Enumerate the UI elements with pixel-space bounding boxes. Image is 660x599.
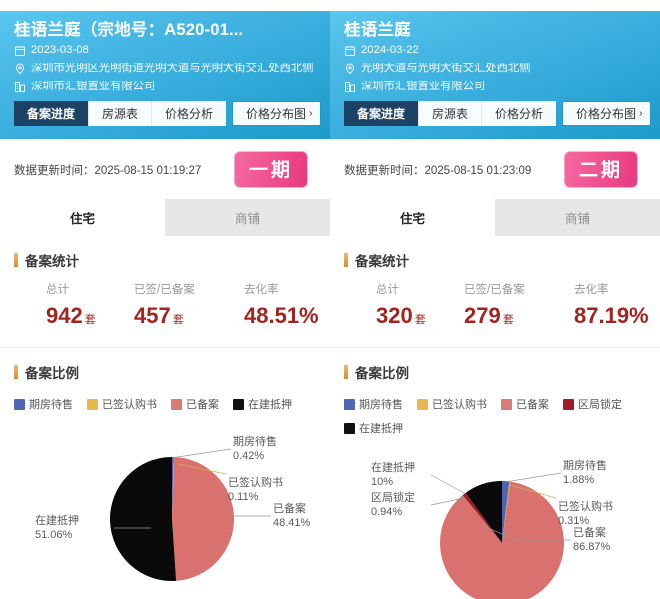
svg-text:1.88%: 1.88% [563, 474, 594, 486]
svg-text:0.31%: 0.31% [558, 515, 589, 527]
svg-text:期房待售: 期房待售 [563, 458, 607, 472]
svg-text:0.94%: 0.94% [371, 506, 402, 518]
svg-text:在建抵押: 在建抵押 [35, 513, 79, 527]
svg-text:0.42%: 0.42% [233, 450, 264, 462]
svg-text:86.87%: 86.87% [573, 541, 611, 553]
svg-text:48.41%: 48.41% [273, 517, 311, 529]
svg-text:已备案: 已备案 [273, 501, 306, 515]
svg-text:10%: 10% [371, 476, 393, 488]
svg-text:已备案: 已备案 [573, 525, 606, 539]
svg-text:区局锁定: 区局锁定 [371, 490, 415, 504]
svg-text:在建抵押: 在建抵押 [371, 460, 415, 474]
svg-text:已签认购书: 已签认购书 [228, 475, 283, 489]
svg-text:期房待售: 期房待售 [233, 434, 277, 448]
svg-text:0.11%: 0.11% [228, 491, 259, 503]
svg-text:51.06%: 51.06% [35, 529, 73, 541]
svg-text:已签认购书: 已签认购书 [558, 499, 613, 513]
